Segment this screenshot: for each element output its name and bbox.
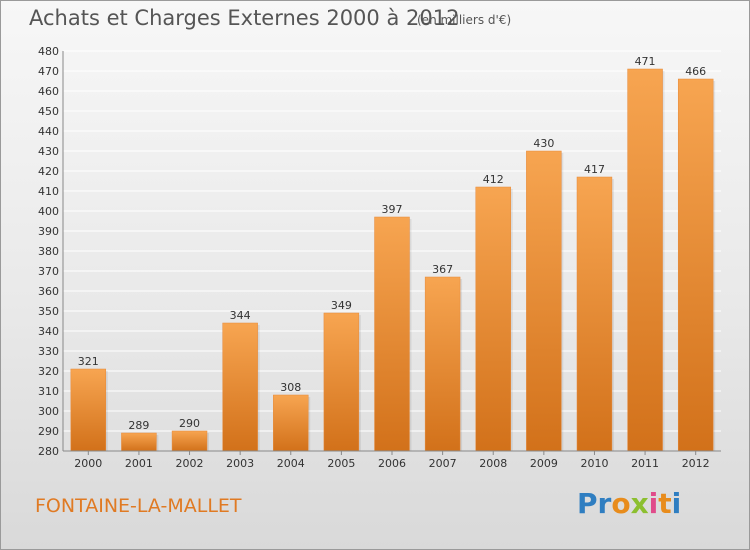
- y-tick-label: 350: [38, 305, 59, 318]
- data-label: 289: [128, 419, 149, 432]
- x-tick-label: 2002: [176, 457, 204, 470]
- bar: [121, 432, 157, 452]
- y-tick-label: 410: [38, 185, 59, 198]
- x-tick-label: 2000: [74, 457, 102, 470]
- x-tick-label: 2011: [631, 457, 659, 470]
- bar: [222, 322, 258, 452]
- y-tick-label: 420: [38, 165, 59, 178]
- x-tick-label: 2010: [580, 457, 608, 470]
- y-tick-label: 280: [38, 445, 59, 458]
- bars: 321 289 290 344 308 349 397 367 412 430 417 471 466: [70, 55, 716, 452]
- x-tick-label: 2001: [125, 457, 153, 470]
- x-tick-label: 2004: [277, 457, 305, 470]
- brand-letter: o: [611, 487, 631, 520]
- y-tick-label: 470: [38, 65, 59, 78]
- data-label: 412: [483, 173, 504, 186]
- y-tick-label: 340: [38, 325, 59, 338]
- y-tick-label: 460: [38, 85, 59, 98]
- bar: [70, 368, 107, 452]
- data-label: 308: [280, 381, 301, 394]
- bar: [171, 430, 208, 452]
- y-tick-label: 400: [38, 205, 59, 218]
- x-tick-label: 2008: [479, 457, 507, 470]
- x-tick-label: 2012: [682, 457, 710, 470]
- bar: [526, 150, 562, 452]
- y-tick-label: 430: [38, 145, 59, 158]
- x-tick-label: 2003: [226, 457, 254, 470]
- x-tick-label: 2005: [327, 457, 355, 470]
- y-tick-label: 380: [38, 245, 59, 258]
- bar: [475, 186, 511, 452]
- brand-letter: i: [648, 487, 659, 520]
- y-tick-label: 480: [38, 45, 59, 58]
- data-label: 344: [230, 309, 251, 322]
- x-tick-label: 2007: [429, 457, 457, 470]
- data-label: 430: [533, 137, 554, 150]
- bar: [323, 312, 360, 452]
- data-label: 321: [78, 355, 99, 368]
- data-label: 466: [685, 65, 706, 78]
- y-tick-label: 450: [38, 105, 59, 118]
- x-tick-label: 2009: [530, 457, 558, 470]
- brand-letter: x: [630, 487, 649, 520]
- y-tick-label: 440: [38, 125, 59, 138]
- brand-logo: Proxiti: [577, 487, 681, 520]
- y-tick-label: 300: [38, 405, 59, 418]
- brand-letter: P: [577, 487, 598, 520]
- data-label: 367: [432, 263, 453, 276]
- bar: [677, 78, 714, 452]
- data-label: 397: [382, 203, 403, 216]
- bar: [576, 176, 613, 452]
- bar: [273, 394, 309, 452]
- y-tick-label: 360: [38, 285, 59, 298]
- axes: 280 290 300 310 320 330 340 350 360 370 380 390 400 4…: [38, 45, 721, 470]
- data-label: 349: [331, 299, 352, 312]
- data-label: 290: [179, 417, 200, 430]
- x-tick-label: 2006: [378, 457, 406, 470]
- y-tick-label: 310: [38, 385, 59, 398]
- chart-title: Achats et Charges Externes 2000 à 2012: [29, 6, 460, 30]
- y-tick-label: 370: [38, 265, 59, 278]
- chart-unit: (en milliers d'€): [417, 13, 512, 27]
- brand-letter: r: [597, 487, 612, 520]
- data-label: 417: [584, 163, 605, 176]
- y-tick-label: 320: [38, 365, 59, 378]
- y-tick-label: 390: [38, 225, 59, 238]
- y-tick-label: 330: [38, 345, 59, 358]
- bar: [627, 68, 663, 452]
- brand-letter: t: [658, 487, 672, 520]
- brand-letter: i: [671, 487, 682, 520]
- bar: [374, 216, 410, 452]
- data-label: 471: [635, 55, 656, 68]
- bar: [424, 276, 461, 452]
- y-tick-label: 290: [38, 425, 59, 438]
- location-name: FONTAINE-LA-MALLET: [35, 495, 242, 517]
